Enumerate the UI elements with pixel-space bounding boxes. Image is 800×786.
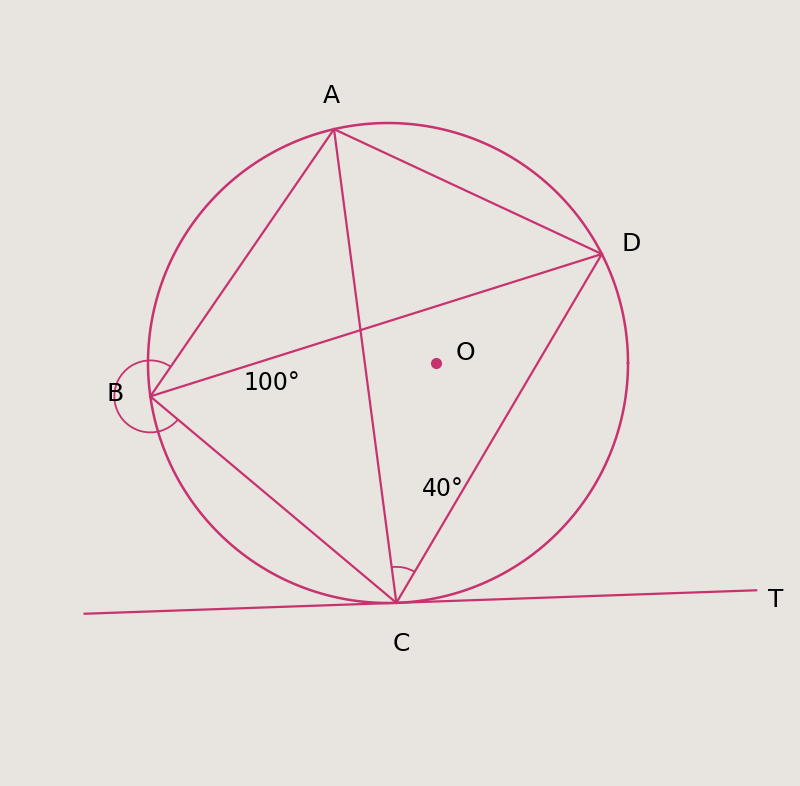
Text: C: C bbox=[393, 632, 410, 656]
Text: 100°: 100° bbox=[243, 371, 300, 395]
Text: 40°: 40° bbox=[422, 477, 464, 501]
Text: B: B bbox=[106, 382, 124, 406]
Text: A: A bbox=[323, 83, 340, 108]
Text: D: D bbox=[621, 233, 641, 256]
Text: T: T bbox=[768, 588, 783, 612]
Text: O: O bbox=[455, 341, 475, 365]
